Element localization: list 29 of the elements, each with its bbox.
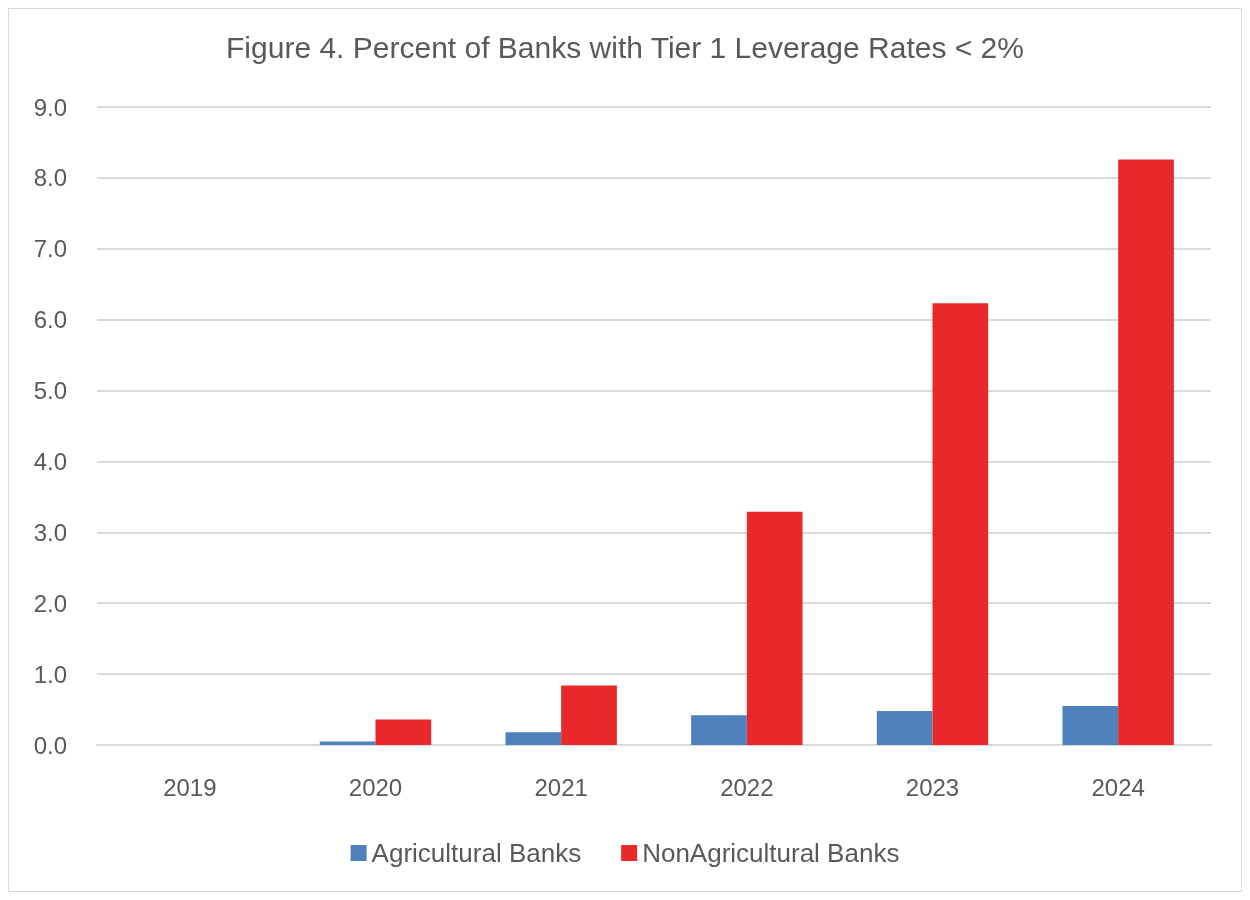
bar <box>876 710 933 745</box>
y-tick-label: 9.0 <box>33 93 67 121</box>
bar <box>691 715 747 745</box>
legend-label: Agricultural Banks <box>371 838 582 868</box>
bar <box>746 511 803 745</box>
y-tick-label: 6.0 <box>33 306 67 334</box>
x-tick-label: 2022 <box>720 773 774 801</box>
x-tick-label: 2024 <box>1091 773 1145 801</box>
y-tick-label: 1.0 <box>33 660 67 688</box>
y-tick-label: 8.0 <box>33 164 67 192</box>
x-tick-label: 2019 <box>163 773 217 801</box>
y-tick-label: 5.0 <box>33 377 67 405</box>
bar <box>561 685 617 745</box>
y-tick-label: 2.0 <box>33 589 67 617</box>
bar <box>319 741 376 745</box>
y-tick-label: 7.0 <box>33 235 67 263</box>
y-tick-label: 3.0 <box>33 518 67 546</box>
chart-title: Figure 4. Percent of Banks with Tier 1 Leverage Rates < 2% <box>226 30 1024 64</box>
legend-label: NonAgricultural Banks <box>642 838 900 868</box>
bar <box>1118 159 1174 745</box>
x-tick-label: 2020 <box>348 773 403 801</box>
x-tick-label: 2021 <box>534 773 588 801</box>
bar <box>505 732 562 745</box>
bar <box>932 303 989 745</box>
y-tick-label: 0.0 <box>33 731 67 759</box>
x-tick-label: 2023 <box>905 773 960 801</box>
bar <box>375 719 432 745</box>
y-tick-label: 4.0 <box>33 447 67 475</box>
bar <box>1062 706 1119 745</box>
